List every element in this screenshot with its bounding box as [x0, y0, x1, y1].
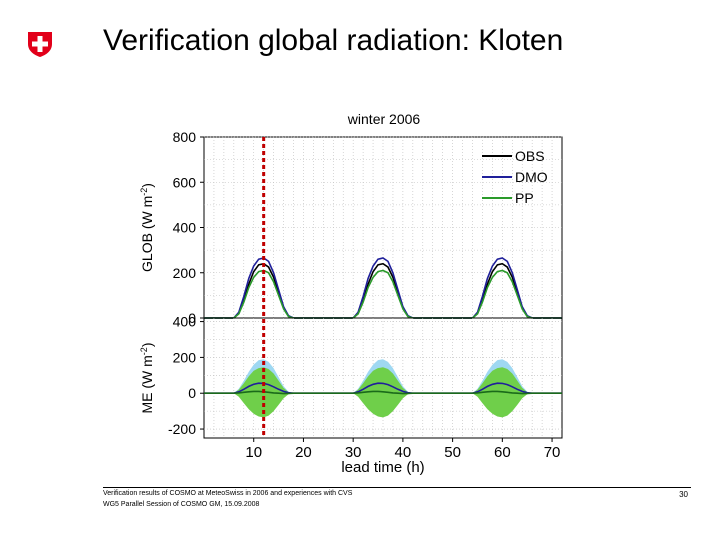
x-tick-label: 30	[345, 444, 362, 461]
page-number: 30	[679, 490, 688, 499]
y-axis-label: GLOB (W m-2)	[139, 183, 155, 272]
footer-text-1: Verification results of COSMO at MeteoSw…	[103, 490, 353, 497]
legend: OBS DMO PP	[482, 148, 548, 206]
series-line	[204, 269, 562, 319]
x-tick-label: 40	[395, 444, 412, 461]
y-tick-label: 200	[173, 265, 197, 281]
x-tick-label: 70	[544, 444, 561, 461]
series-line	[204, 262, 562, 319]
y-tick-label: 800	[173, 129, 197, 145]
y-tick-label: 200	[173, 349, 197, 365]
footer-text-2: WG5 Parallel Session of COSMO GM, 15.09.…	[103, 501, 260, 508]
y-tick-label: -200	[168, 421, 196, 437]
cross-horizontal	[32, 41, 48, 47]
y-tick-label: 600	[173, 174, 197, 190]
me-panel: -200 0 200 400 ME (W m-2) 10 20 30 40 50 60 70 lead …	[139, 314, 563, 476]
y-tick-label: 0	[188, 310, 196, 326]
x-tick-label: 60	[494, 444, 511, 461]
x-axis-label: lead time (h)	[341, 459, 424, 476]
slide-title: Verification global radiation: Kloten	[103, 24, 564, 57]
x-tick-label: 20	[295, 444, 312, 461]
y-axis-label: ME (W m-2)	[139, 342, 155, 413]
chart-title: winter 2006	[347, 111, 421, 127]
legend-label: DMO	[515, 169, 548, 185]
swiss-cross-icon	[28, 32, 52, 57]
y-tick-label: 400	[173, 220, 197, 236]
y-tick-label: 400	[173, 314, 197, 330]
series-line	[204, 390, 562, 395]
series-line	[204, 382, 562, 394]
x-tick-label: 10	[245, 444, 262, 461]
glob-panel: 0 200 400 600 800 GLOB (W m-2)	[139, 129, 563, 326]
legend-label: OBS	[515, 148, 545, 164]
y-tick-label: 0	[188, 385, 196, 401]
footer-divider	[103, 487, 691, 488]
x-tick-label: 50	[444, 444, 461, 461]
legend-label: PP	[515, 190, 534, 206]
series-line	[204, 257, 562, 319]
